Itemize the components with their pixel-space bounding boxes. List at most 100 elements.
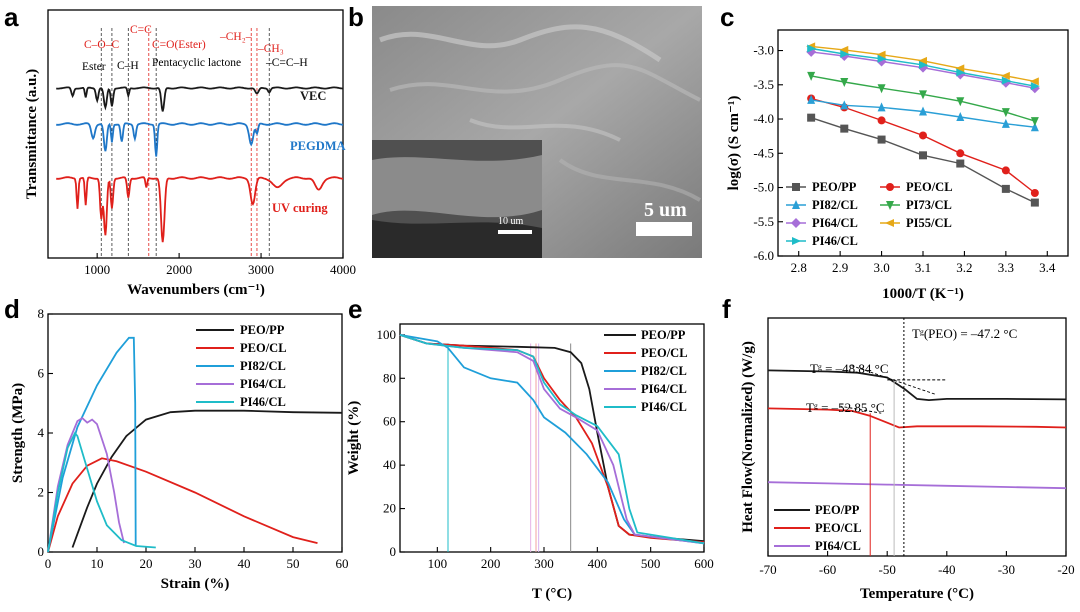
tick-label: -40 — [938, 562, 955, 577]
legend-label: PI82/CL — [812, 198, 858, 212]
marker — [919, 106, 927, 116]
marker — [1001, 166, 1010, 175]
tick-label: -6.0 — [753, 248, 774, 263]
panel-f-annotations — [839, 318, 947, 556]
legend-label: PEO/CL — [641, 346, 688, 360]
tick-label: -5.5 — [753, 214, 774, 229]
ann-ch3: –CH₃ — [257, 43, 284, 55]
panel-label-b: b — [348, 2, 364, 32]
panel-label-e: e — [348, 294, 362, 324]
ann-lactone: Pentacyclic lactone — [152, 57, 241, 69]
tick-label: 4 — [38, 425, 45, 440]
ann-ch: C–H — [117, 60, 139, 72]
marker — [877, 116, 886, 125]
legend-label: PEO/PP — [240, 323, 285, 337]
series-line — [767, 481, 1067, 490]
marker — [1030, 117, 1039, 127]
panel-c: 2.8 2.9 3.0 3.1 3.2 3.3 3.4 -3.0 -3.5 -4.0 -4.5 -5.… — [726, 29, 1069, 302]
tick-label: 6 — [38, 366, 45, 381]
marker — [956, 97, 965, 107]
tick-label: 2.8 — [791, 260, 807, 275]
panel-a-frame — [47, 9, 344, 259]
ann-ester: Ester — [82, 61, 106, 73]
marker — [956, 149, 965, 158]
marker — [807, 71, 816, 81]
tg-peo-label: Tᵍ(PEO) = –47.2 °C — [912, 326, 1017, 341]
series-line — [47, 336, 137, 553]
ann-ch2: –CH₂– — [219, 31, 252, 43]
tick-label: 1000 — [84, 262, 110, 277]
panel-b: 10 um 5 um — [372, 6, 702, 258]
legend-label: PEO/CL — [815, 521, 862, 535]
series-line — [767, 369, 1067, 402]
tick-label: 300 — [534, 556, 554, 571]
marker — [839, 45, 849, 54]
tick-label: 20 — [383, 501, 396, 516]
curve-uv — [55, 176, 344, 243]
marker — [1030, 198, 1039, 207]
panel-c-ylabel: log(σ) (S cm⁻¹) — [726, 96, 742, 191]
ann-co-ester: C=O(Ester) — [152, 39, 206, 51]
scale-label: 5 um — [644, 199, 687, 221]
marker — [1030, 188, 1039, 197]
marker — [1001, 108, 1010, 118]
tg-label-2: Tᵍ = –52.85 °C — [806, 400, 885, 415]
panel-f-ylabel: Heat Flow(Normalized) (W/g) — [740, 341, 756, 533]
marker — [792, 237, 801, 245]
marker — [919, 60, 928, 69]
marker — [918, 62, 928, 73]
tick-label: -50 — [879, 562, 896, 577]
panel-d-legend: PEO/PP PEO/CL PI82/CL PI64/CL PI46/CL — [196, 323, 287, 409]
tangent-2 — [839, 405, 882, 414]
tick-label: 500 — [641, 556, 661, 571]
marker — [877, 84, 886, 94]
tick-label: 2000 — [166, 262, 192, 277]
legend-label: PEO/CL — [906, 180, 953, 194]
panel-f-series — [767, 369, 1067, 490]
inset-scale-bar — [498, 230, 532, 234]
marker — [791, 218, 801, 228]
marker — [1001, 118, 1010, 128]
panel-e-ticks: 100 200 300 400 500 600 0 20 40 60 80 100 — [377, 327, 714, 571]
tick-label: 2.9 — [832, 260, 848, 275]
marker — [877, 102, 886, 112]
legend-label: PEO/CL — [240, 341, 287, 355]
marker — [877, 54, 887, 63]
inset-scale-label: 10 um — [498, 216, 524, 227]
tick-label: 100 — [428, 556, 448, 571]
tick-label: -3.0 — [753, 43, 774, 58]
legend-label: PI55/CL — [906, 216, 952, 230]
legend-label: PI46/CL — [240, 395, 286, 409]
marker — [1001, 184, 1010, 193]
tick-label: 3000 — [248, 262, 274, 277]
tick-label: 10 — [91, 556, 104, 571]
panel-e-vlines — [447, 343, 572, 552]
marker — [886, 183, 894, 191]
series-line — [47, 457, 318, 553]
marker — [919, 90, 927, 100]
legend-label: PI64/CL — [641, 382, 687, 396]
tick-label: 100 — [377, 327, 397, 342]
curve-pegdma — [55, 122, 344, 157]
panel-f: -70 -60 -50 -40 -30 -20 PEO/PP PEO/CL PI64/CL T… — [740, 317, 1075, 602]
legend-label: PI64/CL — [240, 377, 286, 391]
marker — [956, 159, 965, 168]
panel-f-legend: PEO/PP PEO/CL PI64/CL — [774, 503, 862, 553]
marker — [1001, 76, 1011, 85]
tick-label: -4.5 — [753, 145, 774, 160]
marker — [840, 49, 850, 58]
tick-label: 400 — [588, 556, 608, 571]
label-pegdma: PEGDMA — [290, 139, 346, 153]
tick-label: 80 — [383, 370, 396, 385]
marker — [877, 135, 886, 144]
marker — [1030, 122, 1039, 132]
tick-label: 4000 — [330, 262, 356, 277]
panel-c-series — [806, 42, 1040, 207]
series-line — [71, 409, 343, 548]
panel-a-xlabel: Wavenumbers (cm⁻¹) — [127, 282, 265, 298]
tick-label: -30 — [998, 562, 1015, 577]
panel-a-guides — [100, 28, 270, 258]
tick-label: 30 — [189, 556, 202, 571]
